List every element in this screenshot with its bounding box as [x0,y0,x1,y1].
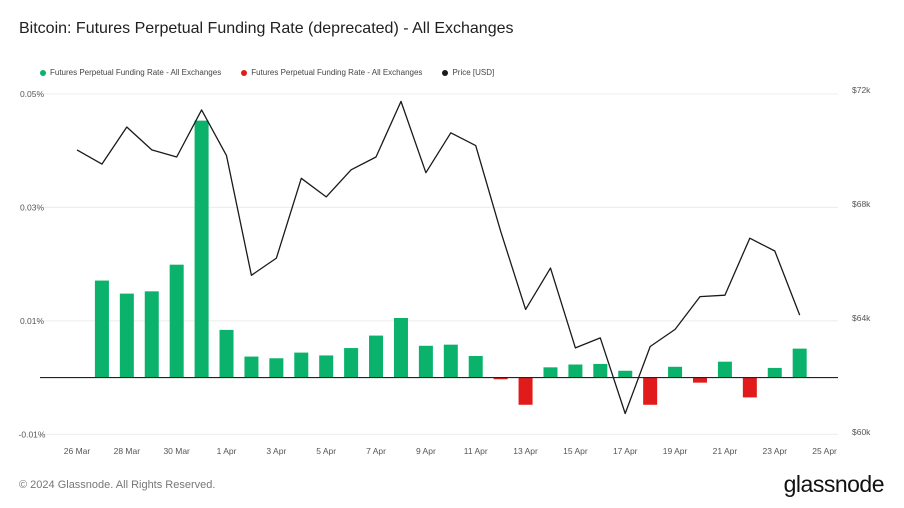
funding-bar-positive[interactable] [169,264,184,378]
right-axis-labels: $72k $68k $64k $60k [852,85,871,437]
x-axis-tick-label: 23 Apr [762,446,787,456]
funding-bar-positive[interactable] [717,361,732,378]
x-axis-tick-label: 15 Apr [563,446,588,456]
copyright-text: © 2024 Glassnode. All Rights Reserved. [19,479,216,491]
funding-bar-positive[interactable] [767,367,782,378]
price-line[interactable] [76,100,801,415]
glassnode-logo: glassnode [783,471,885,497]
right-axis-tick-label: $64k [852,313,871,323]
x-axis-tick-label: 5 Apr [316,446,336,456]
x-axis-tick-label: 1 Apr [217,446,237,456]
funding-bar-positive[interactable] [593,363,608,378]
price-series [76,100,801,415]
funding-bar-positive[interactable] [618,370,633,378]
x-axis-tick-label: 26 Mar [64,446,91,456]
x-axis-tick-label: 9 Apr [416,446,436,456]
funding-bar-positive[interactable] [194,120,209,378]
funding-bar-positive[interactable] [369,335,384,378]
funding-bar-negative[interactable] [643,377,658,405]
x-axis-tick-label: 28 Mar [114,446,141,456]
legend-item-funding-positive[interactable]: Futures Perpetual Funding Rate - All Exc… [40,68,221,77]
chart-legend: Futures Perpetual Funding Rate - All Exc… [40,68,514,77]
x-axis-tick-label: 19 Apr [663,446,688,456]
left-axis-tick-label: 0.03% [20,202,45,212]
legend-marker-red [241,69,248,76]
funding-bar-positive[interactable] [443,344,458,378]
funding-bar-positive[interactable] [219,329,234,378]
legend-marker-green [40,69,46,76]
x-axis-tick-label: 11 Apr [464,446,488,456]
funding-bar-positive[interactable] [468,356,483,378]
x-axis-labels: 26 Mar 28 Mar 30 Mar 1 Apr 3 Apr 5 Apr 7 Apr 9 … [64,446,837,456]
funding-bar-positive[interactable] [543,367,558,378]
legend-item-funding-negative[interactable]: Futures Perpetual Funding Rate - All Exc… [241,68,422,77]
funding-bar-positive[interactable] [319,355,334,378]
x-axis-tick-label: 30 Mar [163,446,190,456]
funding-bar-positive[interactable] [418,345,433,378]
funding-bar-positive[interactable] [294,352,309,378]
legend-label-funding-positive: Futures Perpetual Funding Rate - All Exc… [50,68,222,77]
right-axis-tick-label: $68k [852,199,871,209]
funding-bar-positive[interactable] [244,356,259,378]
funding-bar-positive[interactable] [393,318,408,378]
x-axis-tick-label: 13 Apr [513,446,538,456]
x-axis-tick-label: 17 Apr [613,446,638,456]
funding-bar-positive[interactable] [792,348,807,378]
funding-bar-negative[interactable] [742,377,757,398]
legend-label-funding-negative: Futures Perpetual Funding Rate - All Exc… [251,68,423,77]
left-axis-tick-label: -0.01% [19,429,46,439]
left-axis-tick-label: 0.05% [20,89,45,99]
funding-bar-positive[interactable] [568,364,583,378]
legend-item-price[interactable]: Price [USD] [442,68,494,77]
chart-title: Bitcoin: Futures Perpetual Funding Rate … [19,20,514,37]
left-axis-tick-label: 0.01% [20,316,45,326]
legend-marker-black [442,69,449,76]
right-axis-tick-label: $60k [852,427,871,437]
funding-bar-positive[interactable] [144,291,159,378]
funding-bar-negative[interactable] [493,377,508,380]
legend-label-price: Price [USD] [452,68,495,77]
funding-bar-positive[interactable] [94,280,109,378]
funding-bars [94,120,807,405]
x-axis-tick-label: 21 Apr [713,446,738,456]
funding-bar-negative[interactable] [518,377,533,405]
grid-lines [40,93,838,435]
funding-bar-positive[interactable] [269,358,284,378]
x-axis-tick-label: 3 Apr [266,446,286,456]
funding-bar-negative[interactable] [693,377,707,383]
x-axis-tick-label: 25 Apr [812,446,837,456]
funding-bar-positive[interactable] [344,348,359,378]
left-axis-labels: 0.05% 0.03% 0.01% -0.01% [19,89,46,439]
right-axis-tick-label: $72k [852,85,871,95]
funding-bar-positive[interactable] [119,293,134,378]
x-axis-tick-label: 7 Apr [366,446,386,456]
funding-bar-positive[interactable] [668,366,683,378]
